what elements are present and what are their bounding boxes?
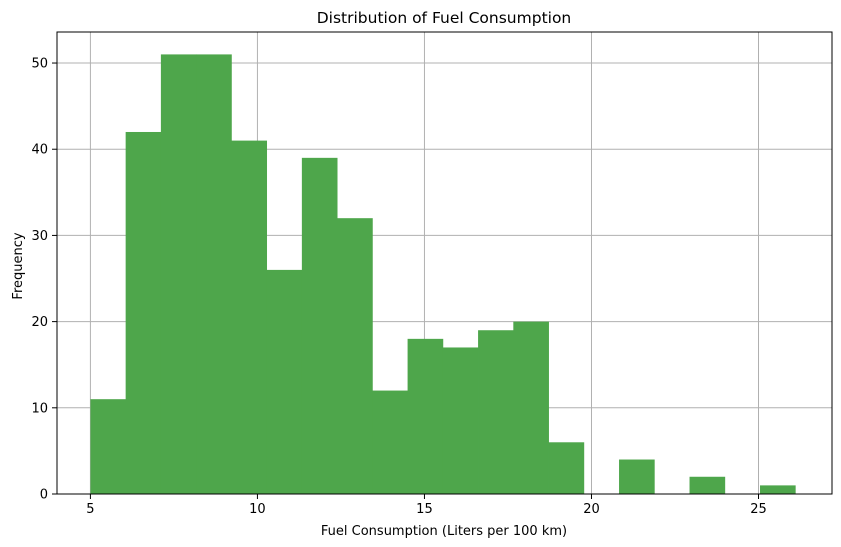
y-tick-label-4: 40 [31, 143, 48, 158]
y-tick-label-1: 10 [31, 401, 48, 416]
y-axis-label: Frequency [11, 232, 26, 299]
histogram-bar-2 [160, 54, 197, 494]
histogram-bar-3 [196, 54, 232, 494]
histogram-bar-9 [407, 338, 444, 494]
x-tick-label-1: 10 [249, 502, 266, 517]
chart-title: Distribution of Fuel Consumption [317, 9, 572, 27]
x-axis-ticks: 5 10 15 20 25 [86, 494, 767, 517]
y-tick-label-0: 0 [40, 488, 48, 503]
x-tick-label-3: 20 [583, 502, 600, 517]
y-axis-ticks: 0 10 20 30 40 50 [31, 57, 57, 503]
x-tick-label-2: 15 [416, 502, 433, 517]
histogram-bars [90, 54, 796, 495]
histogram-bar-0 [90, 399, 127, 494]
histogram-bar-11 [478, 330, 514, 494]
y-tick-label-2: 20 [31, 315, 48, 330]
histogram-bar-13 [548, 442, 585, 494]
y-tick-label-5: 50 [31, 57, 48, 72]
x-tick-label-0: 5 [86, 502, 94, 517]
histogram-bar-12 [513, 321, 549, 494]
histogram-bar-5 [266, 269, 303, 494]
histogram-bar-15 [619, 459, 655, 494]
histogram-bar-7 [337, 218, 373, 494]
histogram-bar-6 [301, 157, 338, 495]
histogram-bar-19 [760, 485, 796, 494]
plot-frame [56, 31, 833, 495]
x-axis-label: Fuel Consumption (Liters per 100 km) [321, 524, 567, 539]
histogram-bar-10 [442, 347, 479, 494]
y-tick-label-3: 30 [31, 229, 48, 244]
histogram-bar-4 [231, 140, 268, 494]
histogram-bar-1 [125, 131, 162, 494]
histogram-bar-8 [372, 390, 408, 494]
x-tick-label-4: 25 [750, 502, 767, 517]
histogram-bar-17 [689, 476, 726, 494]
